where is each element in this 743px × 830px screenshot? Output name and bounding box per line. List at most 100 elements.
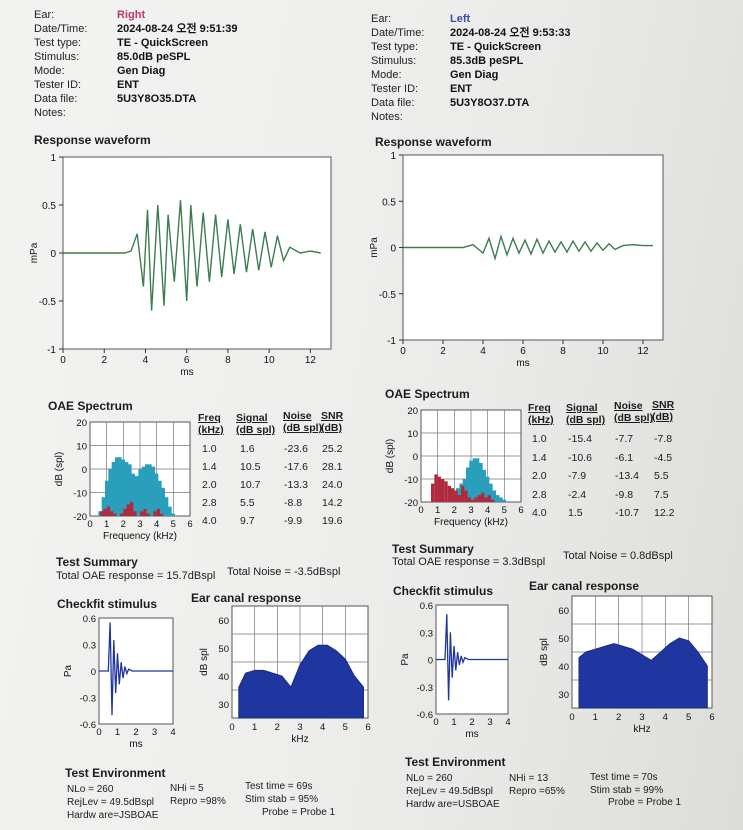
nhi-value: NHi = 13 (509, 773, 549, 784)
snr-unit-header: (dB) (652, 411, 673, 423)
right-checkfit-title: Checkfit stimulus (57, 597, 158, 611)
test-summary-title: Test Summary (392, 542, 474, 556)
x-tick-label: 2 (101, 355, 107, 366)
noise-bar (444, 481, 448, 502)
y-tick-label: -0.6 (80, 720, 96, 731)
freq-header: Freq (198, 412, 221, 424)
y-tick-label: -0.5 (379, 290, 397, 301)
x-axis-label: ms (129, 739, 142, 750)
notes-label: Notes: (371, 111, 403, 123)
x-tick-label: 8 (560, 346, 566, 357)
x-axis-label: ms (516, 358, 529, 369)
freq-cell: 4.0 (532, 507, 547, 519)
y-tick-label: 0 (82, 465, 87, 476)
x-tick-label: 1 (593, 712, 598, 723)
x-tick-label: 2 (275, 722, 280, 733)
x-tick-label: 4 (170, 727, 175, 738)
noise-bar (153, 511, 157, 516)
signal-cell: 10.5 (240, 461, 261, 473)
noise-header: Noise (614, 400, 643, 412)
test-time-value: Test time = 69s (245, 781, 313, 792)
right-spectrum-title: OAE Spectrum (48, 399, 133, 413)
noise-unit-header: (dB spl) (614, 412, 654, 424)
noise-bar (160, 513, 164, 516)
total-oae-response: Total OAE response = 3.3dBspl (392, 556, 546, 568)
y-axis-label: Pa (63, 664, 74, 677)
x-tick-label: 2 (469, 717, 474, 728)
hardware-value: Hardw are=JSBOAE (67, 810, 159, 821)
ear-label: Ear: (34, 9, 55, 21)
date-time-label: Date/Time: (371, 27, 425, 39)
response-bar (158, 487, 165, 516)
y-tick-label: 0 (413, 452, 418, 463)
test-environment-title: Test Environment (405, 755, 506, 769)
signal-cell: 1.6 (240, 443, 255, 455)
noise-bar (451, 488, 455, 502)
noise-bar (123, 508, 127, 516)
y-tick-label: -20 (404, 498, 418, 509)
left-canal-plot: 60 50 40 300 1 2 3 4 5 6 kHz dB spl (539, 595, 715, 735)
snr-cell: -7.8 (654, 433, 673, 445)
y-tick-label: 60 (558, 606, 569, 617)
right-waveform-line (63, 200, 321, 311)
noise-cell: -9.9 (284, 515, 303, 527)
y-tick-label: -0.6 (417, 710, 433, 721)
freq-header: Freq (528, 402, 551, 414)
x-tick-label: 3 (152, 727, 157, 738)
freq-cell: 4.0 (202, 515, 217, 527)
noise-cell: -9.8 (615, 488, 634, 501)
y-tick-label: -0.5 (39, 297, 57, 308)
left-stimulus-line (436, 614, 508, 701)
x-axis-label: kHz (633, 724, 650, 735)
ear-value: Right (117, 9, 146, 21)
response-bar (148, 466, 155, 516)
noise-bar (431, 483, 435, 502)
x-tick-label: 1 (252, 722, 257, 733)
x-tick-label: 1 (451, 717, 456, 728)
freq-cell: 2.0 (532, 470, 547, 482)
x-tick-label: 3 (468, 505, 473, 516)
response-bar (466, 467, 473, 502)
noise-cell: -13.3 (284, 479, 308, 491)
y-tick-label: 1 (390, 151, 396, 162)
snr-cell: 5.5 (654, 470, 669, 482)
y-tick-label: 10 (76, 442, 87, 453)
noise-cell: -10.7 (615, 507, 639, 519)
noise-bar (103, 508, 107, 516)
right-canal-plot: 60 50 40 300 1 2 3 4 5 6 kHz dB spl (199, 605, 371, 745)
noise-cell: -13.4 (615, 470, 639, 482)
x-tick-label: 6 (709, 712, 714, 723)
y-tick-label: -1 (387, 336, 396, 347)
x-tick-label: 4 (485, 505, 490, 516)
x-tick-label: 12 (637, 346, 649, 357)
y-axis-label: dB (spl) (54, 452, 65, 486)
noise-bar (491, 499, 495, 502)
freq-cell: 2.8 (532, 488, 547, 501)
y-axis-label: dB spl (539, 638, 550, 666)
left-checkfit-title: Checkfit stimulus (393, 584, 494, 598)
x-axis-label: ms (465, 729, 478, 740)
date-time-value: 2024-08-24 오전 9:53:33 (450, 27, 571, 39)
y-tick-label: -20 (73, 512, 87, 523)
x-tick-label: 1 (115, 727, 120, 738)
ear-value: Left (450, 13, 471, 25)
x-tick-label: 6 (365, 722, 370, 733)
y-tick-label: 0.3 (420, 628, 433, 639)
response-bar (115, 457, 122, 516)
y-tick-label: 0 (91, 667, 96, 678)
response-bar (105, 480, 112, 516)
noise-bar (437, 476, 441, 502)
x-tick-label: 3 (487, 717, 492, 728)
right-canal-title: Ear canal response (191, 591, 302, 605)
signal-unit-header: (dB spl) (566, 414, 606, 426)
tester-id-label: Tester ID: (34, 79, 82, 91)
test-time-value: Test time = 70s (590, 772, 658, 783)
x-tick-label: 0 (229, 722, 234, 733)
left-canal-title: Ear canal response (529, 579, 640, 593)
tester-id-value: ENT (117, 79, 139, 91)
signal-cell: 1.5 (568, 507, 583, 519)
x-tick-label: 10 (597, 346, 609, 357)
y-tick-label: -0.3 (80, 694, 96, 705)
